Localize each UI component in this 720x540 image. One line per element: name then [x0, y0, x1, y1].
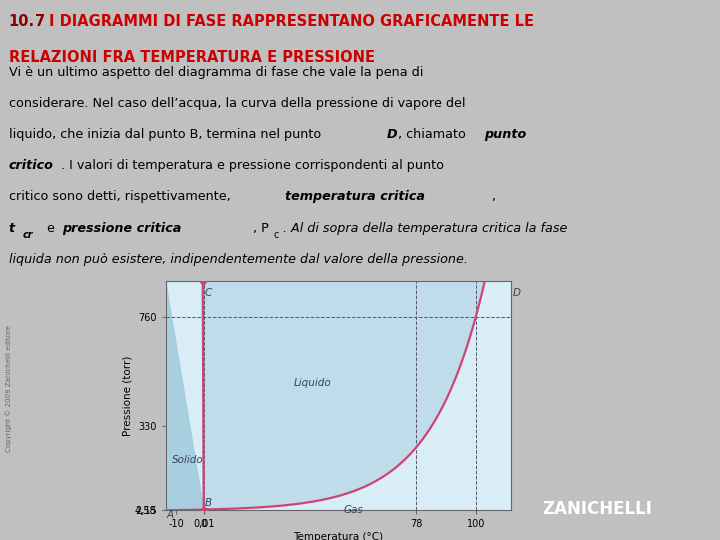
- Text: C: C: [204, 288, 212, 299]
- Text: B: B: [205, 498, 212, 508]
- Text: cr: cr: [23, 230, 33, 240]
- Text: pressione critica: pressione critica: [62, 221, 181, 234]
- Text: ,: ,: [491, 191, 495, 204]
- Text: critico sono detti, rispettivamente,: critico sono detti, rispettivamente,: [9, 191, 235, 204]
- Text: Solido: Solido: [171, 455, 203, 464]
- Text: I DIAGRAMMI DI FASE RAPPRESENTANO GRAFICAMENTE LE: I DIAGRAMMI DI FASE RAPPRESENTANO GRAFIC…: [49, 14, 534, 29]
- Text: . Al di sopra della temperatura critica la fase: . Al di sopra della temperatura critica …: [283, 221, 567, 234]
- Text: liquida non può esistere, indipendentemente dal valore della pressione.: liquida non può esistere, indipendenteme…: [9, 253, 467, 266]
- X-axis label: Temperatura (°C): Temperatura (°C): [293, 532, 384, 540]
- Text: Gas: Gas: [343, 505, 364, 515]
- Text: ZANICHELLI: ZANICHELLI: [543, 500, 652, 518]
- Text: , chiamato: , chiamato: [398, 128, 470, 141]
- Text: A: A: [167, 510, 174, 520]
- Y-axis label: Pressione (torr): Pressione (torr): [122, 355, 132, 436]
- Polygon shape: [166, 281, 204, 510]
- Text: temperatura critica: temperatura critica: [285, 191, 426, 204]
- Text: 10.: 10.: [9, 14, 35, 29]
- Text: c: c: [274, 230, 279, 240]
- Text: Copyright © 2009 Zanichelli editore: Copyright © 2009 Zanichelli editore: [5, 326, 12, 452]
- Text: t: t: [9, 221, 15, 234]
- Text: punto: punto: [484, 128, 526, 141]
- Polygon shape: [166, 133, 511, 510]
- Text: D: D: [387, 128, 397, 141]
- Text: Vi è un ultimo aspetto del diagramma di fase che vale la pena di: Vi è un ultimo aspetto del diagramma di …: [9, 66, 423, 79]
- Text: critico: critico: [9, 159, 53, 172]
- Text: 7: 7: [35, 14, 45, 29]
- Text: D: D: [513, 288, 521, 299]
- Text: , P: , P: [253, 221, 269, 234]
- Text: Liquido: Liquido: [294, 378, 331, 388]
- Text: considerare. Nel caso dell’acqua, la curva della pressione di vapore del: considerare. Nel caso dell’acqua, la cur…: [9, 97, 465, 110]
- Text: liquido, che inizia dal punto B, termina nel punto: liquido, che inizia dal punto B, termina…: [9, 128, 325, 141]
- Polygon shape: [203, 133, 511, 510]
- Text: . I valori di temperatura e pressione corrispondenti al punto: . I valori di temperatura e pressione co…: [61, 159, 444, 172]
- Text: e: e: [42, 221, 58, 234]
- Text: RELAZIONI FRA TEMPERATURA E PRESSIONE: RELAZIONI FRA TEMPERATURA E PRESSIONE: [9, 50, 374, 65]
